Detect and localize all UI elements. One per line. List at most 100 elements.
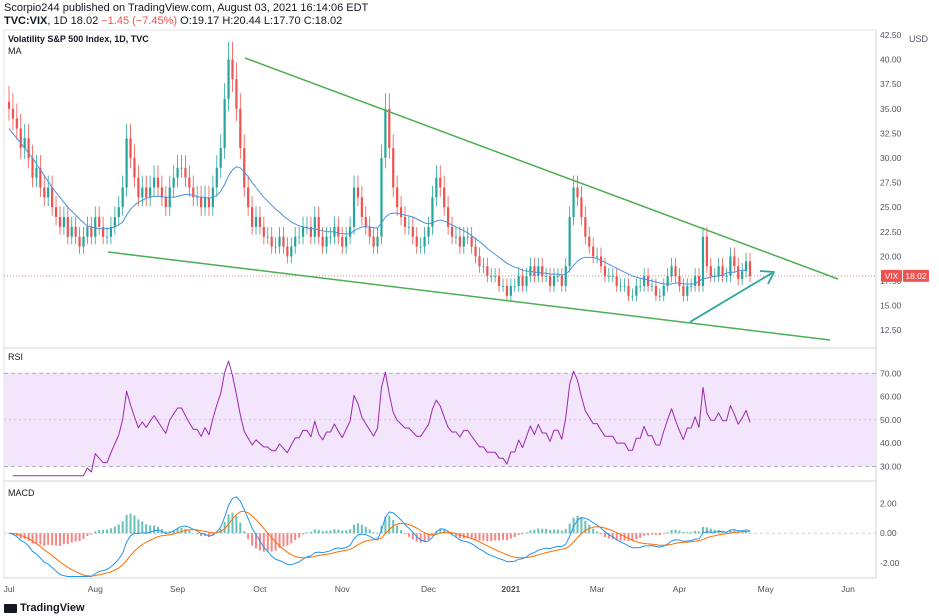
candle-body (505, 285, 509, 296)
candle-body (58, 217, 62, 227)
macd-histogram-bar (82, 533, 85, 539)
candle-body (121, 187, 124, 208)
candle-body (51, 187, 54, 208)
candle-body (470, 236, 473, 247)
rsi-tick-label: 50.00 (880, 415, 902, 425)
macd-histogram-bar (90, 533, 93, 535)
candle-body (54, 207, 58, 218)
candle-body (207, 197, 211, 208)
macd-histogram-bar (698, 531, 701, 534)
candle-body (533, 266, 536, 277)
macd-histogram-bar (529, 530, 532, 534)
candle-body (717, 266, 720, 277)
interval[interactable]: 1D (53, 15, 68, 27)
candle-body (733, 256, 736, 267)
macd-histogram-bar (184, 528, 187, 534)
macd-histogram-bar (278, 533, 281, 548)
candle-body (595, 256, 599, 258)
candle-body (635, 285, 638, 296)
macd-histogram-bar (611, 533, 614, 540)
candle-body (603, 266, 607, 277)
candle-body (627, 285, 630, 296)
candle-body (149, 187, 152, 198)
macd-histogram-bar (513, 533, 516, 538)
candle-body (258, 217, 262, 227)
candle-body (623, 285, 626, 287)
candle-body (509, 285, 512, 296)
macd-histogram-bar (211, 533, 214, 536)
macd-histogram-bar (196, 533, 199, 535)
macd-histogram-bar (490, 533, 493, 542)
macd-histogram-bar (329, 530, 332, 534)
candle-body (686, 285, 689, 296)
price-tick-label: 30.00 (880, 153, 902, 163)
macd-histogram-bar (411, 533, 414, 540)
time-axis-label: Jun (841, 584, 855, 594)
macd-histogram-bar (23, 533, 26, 539)
candle-body (619, 285, 622, 287)
macd-histogram-bar (51, 533, 54, 546)
candle-body (392, 148, 395, 188)
candle-body (431, 197, 434, 227)
macd-histogram-bar (243, 531, 246, 534)
candle-body (678, 276, 681, 286)
arrow-head-icon (759, 270, 775, 285)
macd-histogram-bar (537, 528, 540, 534)
candle-body (454, 236, 458, 238)
candle-body (301, 226, 305, 237)
candle-body (125, 138, 128, 188)
time-axis-label: Aug (88, 584, 103, 594)
candle-body (360, 197, 363, 218)
candle-body (74, 226, 77, 237)
candle-body (560, 276, 563, 286)
macd-histogram-bar (690, 532, 693, 534)
macd-histogram-bar (43, 533, 46, 546)
macd-histogram-bar (709, 528, 712, 534)
candle-body (474, 246, 477, 257)
main-pane-title: Volatility S&P 500 Index, 1D, TVC (8, 34, 149, 44)
macd-histogram-bar (247, 533, 250, 540)
macd-histogram-bar (121, 521, 124, 534)
candle-body (376, 236, 379, 247)
macd-histogram-bar (466, 533, 469, 538)
macd-histogram-bar (701, 526, 704, 534)
macd-histogram-bar (286, 533, 289, 546)
macd-histogram-bar (102, 529, 105, 534)
macd-histogram-bar (662, 533, 665, 534)
macd-histogram-bar (70, 533, 73, 543)
candle-body (113, 217, 116, 227)
macd-histogram-bar (560, 530, 563, 534)
candle-body (407, 226, 411, 228)
candle-body (7, 101, 11, 109)
chart-frame (3, 29, 877, 579)
candle-body (380, 157, 383, 237)
candle-body (384, 108, 387, 158)
candle-body (101, 226, 105, 237)
candle-body (588, 236, 591, 247)
candle-body (329, 236, 332, 238)
macd-histogram-bar (564, 529, 567, 534)
rsi-tick-label: 40.00 (880, 438, 902, 448)
price-tag-text: VIX (885, 271, 899, 281)
macd-histogram-bar (619, 533, 622, 541)
candle-body (662, 285, 665, 296)
macd-histogram-bar (592, 528, 595, 534)
price-tick-label: 40.00 (880, 55, 902, 65)
candle-body (537, 266, 540, 277)
macd-histogram-bar (737, 532, 740, 534)
macd-histogram-bar (223, 521, 226, 534)
time-axis-label: Mar (590, 584, 605, 594)
macd-histogram-bar (576, 515, 579, 534)
macd-histogram-bar (494, 533, 497, 541)
candle-body (607, 276, 610, 277)
macd-histogram-bar (674, 529, 677, 534)
candle-body (654, 285, 658, 296)
rsi-label: RSI (8, 352, 24, 362)
candle-body (90, 226, 93, 237)
tradingview-logo[interactable]: TradingView (4, 602, 85, 614)
candle-body (705, 236, 708, 267)
macd-histogram-bar (600, 533, 603, 535)
macd-histogram-bar (568, 523, 571, 534)
symbol[interactable]: TVC:VIX (4, 15, 48, 27)
